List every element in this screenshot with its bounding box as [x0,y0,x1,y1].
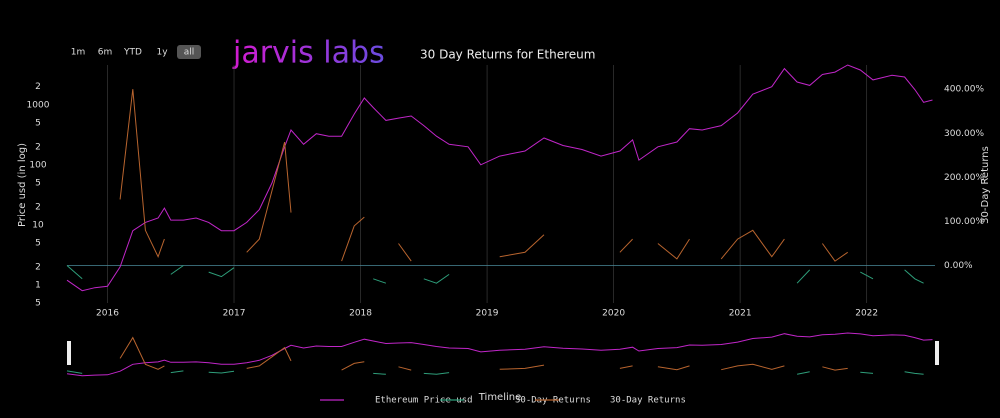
y-tick-label: 5 [35,238,41,248]
x-tick-label: 2020 [602,309,625,319]
y2-axis-label: 30-Day Returns [980,146,991,224]
y-tick-label: 5 [35,299,41,309]
y2-tick-label: 400.00% [944,85,984,95]
range-button[interactable]: YTD [123,48,142,58]
navigator-handle[interactable] [935,341,939,365]
legend-label: 30-Day Returns [610,396,686,406]
series-line [66,265,924,284]
x-axis-label: Timeline [478,392,522,403]
y-tick-label: 100 [29,160,46,170]
y-axis-label: Price usd (in log) [17,143,28,227]
button-active-bg [177,45,201,59]
y2-tick-label: 0.00% [944,261,973,271]
y-tick-label: 5 [35,178,41,188]
x-tick-label: 2018 [349,309,372,319]
series-line [66,64,933,292]
y-tick-label: 2 [35,82,41,92]
y-tick-label: 1 [35,280,41,290]
y-tick-label: 2 [35,262,41,272]
y-tick-label: 1000 [27,100,50,110]
y-tick-label: 2 [35,202,41,212]
y-tick-label: 2 [35,142,41,152]
y2-tick-label: 300.00% [944,129,984,139]
x-tick-label: 2019 [476,309,499,319]
y-tick-label: 10 [32,220,44,230]
logo: jarvis labs [232,36,385,71]
y2-tick-label: 200.00% [944,173,984,183]
x-tick-label: 2017 [223,309,246,319]
x-tick-label: 2016 [96,309,119,319]
navigator-line [66,332,933,377]
y-tick-label: 5 [35,118,41,128]
y2-tick-label: 100.00% [944,217,984,227]
range-button[interactable]: 1y [156,48,168,58]
x-tick-label: 2022 [855,309,878,319]
range-button[interactable]: 1m [71,48,86,58]
range-button[interactable]: 6m [98,48,113,58]
chart-title: 30 Day Returns for Ethereum [420,48,595,62]
range-button[interactable]: all [184,48,195,58]
x-tick-label: 2021 [729,309,752,319]
navigator-line [66,370,924,375]
legend-label: Ethereum Price usd [375,396,473,406]
navigator-handle[interactable] [67,341,71,365]
